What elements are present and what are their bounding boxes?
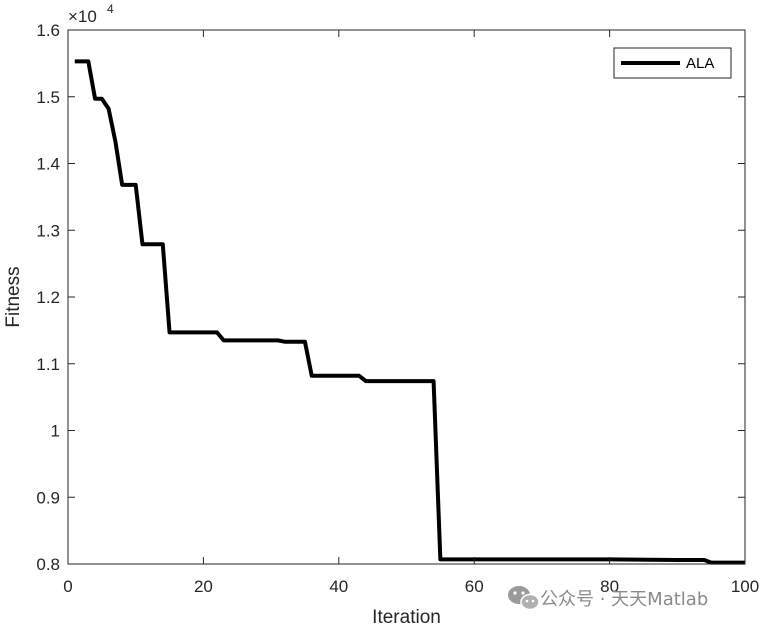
x-tick-label: 0 [63, 577, 72, 596]
y-tick-label: 1.5 [36, 88, 60, 107]
y-axis-label: Fitness [3, 266, 24, 327]
legend: ALA [613, 47, 732, 79]
series-line-ala [74, 59, 745, 565]
x-tick-label: 40 [329, 577, 348, 596]
plot-layer [74, 59, 745, 565]
x-tick-label: 60 [465, 577, 484, 596]
x-tick-label: 100 [731, 577, 759, 596]
y-exponent-power: 4 [107, 2, 114, 16]
y-tick-label: 0.9 [36, 488, 60, 507]
y-exponent-label: ×10 [68, 7, 97, 26]
y-tick-label: 1 [51, 422, 60, 441]
ticks-layer: 0 20 40 60 80 100 0.8 0.9 1 1.1 1.2 1.3 1.4 1.5 1.6 [36, 21, 759, 596]
y-tick-label: 0.8 [36, 555, 60, 574]
legend-label: ALA [686, 55, 714, 72]
y-tick-label: 1.6 [36, 21, 60, 40]
watermark: 公众号 · 天天Matlab [508, 586, 708, 611]
watermark-text: 公众号 · 天天Matlab [540, 589, 708, 610]
y-tick-label: 1.2 [36, 288, 60, 307]
x-axis-label: Iteration [372, 607, 441, 628]
y-tick-label: 1.1 [36, 355, 60, 374]
x-tick-label: 80 [600, 577, 619, 596]
y-tick-label: 1.3 [36, 221, 60, 240]
wechat-icon [508, 586, 540, 611]
y-tick-label: 1.4 [36, 155, 60, 174]
x-tick-label: 20 [194, 577, 213, 596]
